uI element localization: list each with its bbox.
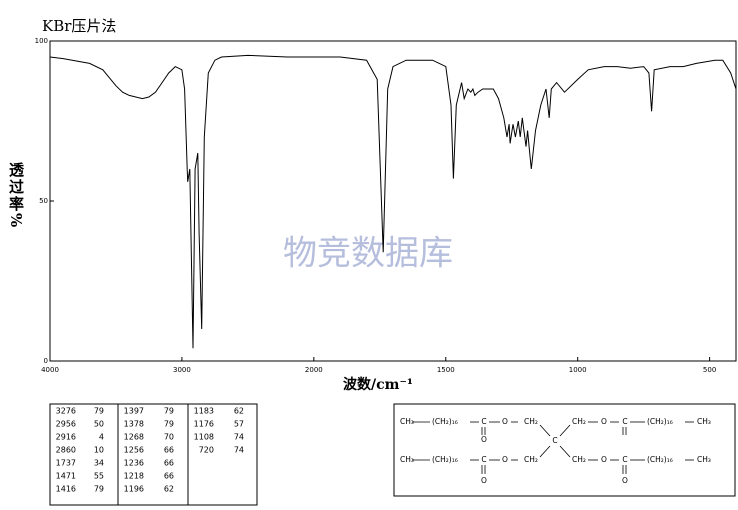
structure-frame [393, 403, 736, 497]
peak-wavenumber: 1183 [194, 407, 214, 416]
structure-label: O [622, 476, 628, 485]
peak-transmittance: 50 [94, 420, 104, 429]
peak-wavenumber: 1471 [56, 472, 76, 481]
peak-transmittance: 66 [164, 446, 174, 455]
peak-transmittance: 79 [94, 407, 104, 416]
structure-label: (CH₂)₁₆ [432, 417, 458, 426]
structure-label: C [481, 455, 486, 464]
spectrum-line [49, 54, 737, 349]
peak-transmittance: 10 [94, 446, 104, 455]
peak-transmittance: 62 [164, 485, 174, 494]
x-tick-label: 1500 [437, 366, 455, 374]
peak-transmittance: 4 [99, 433, 104, 442]
structure-label: C [552, 436, 557, 445]
x-tick-label: 3000 [173, 366, 191, 374]
peak-table-frame [49, 403, 258, 506]
y-axis-label: 透过率% [7, 162, 25, 230]
x-tick-label: 1000 [569, 366, 587, 374]
chart-title: KBr压片法 [42, 17, 116, 35]
peak-wavenumber: 1196 [124, 485, 144, 494]
peak-wavenumber: 3276 [56, 407, 76, 416]
x-tick-label: 500 [703, 366, 716, 374]
structure-label: (CH₂)₁₆ [432, 455, 458, 464]
structure-label: CH₃ [697, 455, 711, 464]
peak-transmittance: 57 [234, 420, 244, 429]
x-tick-label: 2000 [305, 366, 323, 374]
peak-wavenumber: 1397 [124, 407, 144, 416]
peak-wavenumber: 1218 [124, 472, 144, 481]
peak-transmittance: 79 [164, 407, 174, 416]
peak-wavenumber: 2916 [56, 433, 76, 442]
x-axis-label: 波数/cm⁻¹ [343, 376, 413, 393]
structure-label: O [502, 417, 508, 426]
peak-wavenumber: 1268 [124, 433, 144, 442]
structure-label: (CH₂)₁₆ [647, 417, 673, 426]
peak-wavenumber: 1416 [56, 485, 76, 494]
structure-label: C [622, 417, 627, 426]
peak-wavenumber: 1108 [194, 433, 214, 442]
structure-label: CH₂ [572, 455, 586, 464]
peak-transmittance: 66 [164, 459, 174, 468]
peak-transmittance: 74 [234, 433, 244, 442]
structure-bonds [412, 421, 694, 474]
structure-label: CH₃ [400, 455, 414, 464]
x-tick-label: 4000 [41, 366, 59, 374]
watermark: 物竞数据库 [283, 234, 453, 274]
y-tick-label: 100 [35, 37, 48, 45]
peak-transmittance: 74 [234, 446, 244, 455]
structure-label: O [481, 435, 487, 444]
plot-frame [49, 40, 737, 362]
y-tick-label: 0 [44, 357, 48, 365]
peak-transmittance: 34 [94, 459, 104, 468]
peak-wavenumber: 1737 [56, 459, 76, 468]
peak-transmittance: 79 [94, 485, 104, 494]
peak-transmittance: 62 [234, 407, 244, 416]
structure-label: O [601, 455, 607, 464]
structure-label: CH₃ [697, 417, 711, 426]
structure-label: C [622, 455, 627, 464]
structure-label: O [481, 476, 487, 485]
peak-wavenumber: 1236 [124, 459, 144, 468]
structure-label: O [502, 455, 508, 464]
structure-label: CH₂ [572, 417, 586, 426]
peak-transmittance: 70 [164, 433, 174, 442]
peak-wavenumber: 1176 [194, 420, 214, 429]
peak-wavenumber: 1256 [124, 446, 144, 455]
peak-transmittance: 79 [164, 420, 174, 429]
peak-transmittance: 55 [94, 472, 104, 481]
peak-transmittance: 66 [164, 472, 174, 481]
structure-label: CH₃ [400, 417, 414, 426]
structure-label: CH₂ [524, 417, 538, 426]
structure-label: O [601, 417, 607, 426]
peak-wavenumber: 1378 [124, 420, 144, 429]
structure-label: C [481, 417, 486, 426]
peak-wavenumber: 2956 [56, 420, 76, 429]
structure-label: (CH₂)₁₆ [647, 455, 673, 464]
peak-wavenumber: 2860 [56, 446, 76, 455]
y-tick-label: 50 [39, 197, 48, 205]
structure-label: CH₂ [524, 455, 538, 464]
peak-wavenumber: 720 [199, 446, 214, 455]
